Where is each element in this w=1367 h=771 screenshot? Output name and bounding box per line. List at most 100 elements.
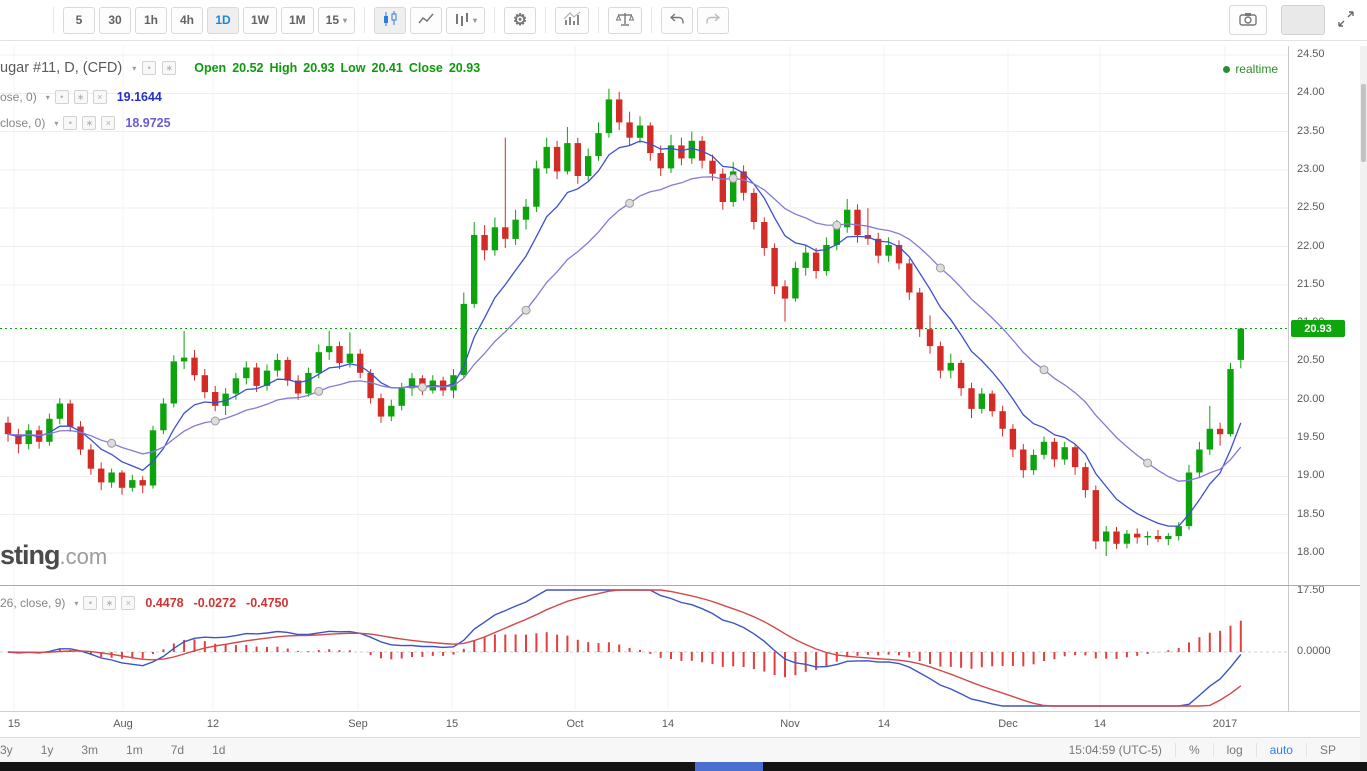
close-icon[interactable]: × bbox=[92, 90, 107, 104]
undo-button[interactable] bbox=[661, 6, 694, 34]
price-chart[interactable]: ugar #11, D, (CFD) ▾ • ∗ Open 20.52 High… bbox=[0, 46, 1288, 585]
interval-select[interactable]: 15 ▾ bbox=[317, 6, 356, 34]
fullscreen-button[interactable] bbox=[1337, 10, 1355, 31]
indicator-label: ose, 0) bbox=[0, 90, 37, 104]
settings-button[interactable]: ⚙ bbox=[504, 6, 537, 34]
settings-icon[interactable]: ∗ bbox=[162, 61, 177, 75]
chevron-down-icon[interactable]: ▾ bbox=[132, 63, 137, 73]
gear-icon: ⚙ bbox=[512, 12, 528, 29]
price-axis-label: 23.50 bbox=[1297, 124, 1325, 137]
time-axis-label: Dec bbox=[998, 718, 1018, 730]
top-toolbar: 5 30 1h 4h 1D 1W 1M 15 ▾ ▾ ⚙ bbox=[0, 0, 1367, 41]
chevron-down-icon[interactable]: ▾ bbox=[74, 598, 79, 608]
auto-scale-toggle[interactable]: auto bbox=[1255, 743, 1306, 757]
indicators-button[interactable] bbox=[555, 6, 590, 34]
range-3y-link[interactable]: 3y bbox=[0, 743, 13, 757]
indicators-icon bbox=[563, 11, 581, 30]
price-axis[interactable]: 24.5024.0023.5023.0022.5022.0021.5021.00… bbox=[1288, 46, 1360, 711]
interval-value: 15 bbox=[325, 13, 340, 27]
toolbar-separator bbox=[545, 7, 547, 33]
open-value: 20.52 bbox=[232, 61, 264, 75]
time-axis[interactable]: 15 Aug 12 Sep 15 Oct 14 Nov 14 Dec 14 2017 bbox=[0, 711, 1360, 737]
indicator-value: 18.9725 bbox=[125, 116, 171, 130]
price-axis-label: 22.50 bbox=[1297, 201, 1325, 214]
close-icon[interactable]: × bbox=[101, 116, 116, 130]
low-label: Low bbox=[340, 61, 366, 75]
indicator-label: close, 0) bbox=[0, 116, 46, 130]
macd-panel[interactable]: 26, close, 9) ▾ • ∗ × 0.4478 -0.0272 -0.… bbox=[0, 586, 1288, 710]
panel-divider bbox=[0, 585, 1360, 586]
range-1d-link[interactable]: 1d bbox=[212, 743, 226, 757]
price-chart-canvas[interactable] bbox=[0, 46, 1288, 585]
timeframe-buttons: 5 30 1h 4h 1D 1W 1M bbox=[61, 6, 316, 34]
time-axis-label: 14 bbox=[877, 718, 891, 730]
eye-icon[interactable]: • bbox=[54, 90, 69, 104]
timeframe-30-button[interactable]: 30 bbox=[99, 6, 131, 34]
range-7d-link[interactable]: 7d bbox=[170, 743, 185, 757]
vertical-scrollbar[interactable] bbox=[1360, 46, 1367, 762]
chart-style-dropdown-button[interactable]: ▾ bbox=[446, 6, 486, 34]
bottom-edge-strip bbox=[0, 762, 1367, 771]
time-axis-label: Sep bbox=[348, 718, 368, 730]
scales-icon bbox=[615, 11, 635, 30]
range-1m-link[interactable]: 1m bbox=[126, 743, 143, 757]
time-axis-label: 2017 bbox=[1212, 718, 1238, 730]
line-chart-icon bbox=[418, 11, 434, 30]
camera-icon bbox=[1239, 12, 1257, 29]
timeframe-1D-button[interactable]: 1D bbox=[207, 6, 239, 34]
time-axis-label: 15 bbox=[7, 718, 21, 730]
settings-icon[interactable]: ∗ bbox=[82, 116, 97, 130]
scrollbar-thumb[interactable] bbox=[1361, 84, 1366, 162]
toolbar-separator bbox=[53, 7, 54, 33]
time-axis-label: Aug bbox=[113, 718, 133, 730]
high-value: 20.93 bbox=[303, 61, 335, 75]
chevron-down-icon: ▾ bbox=[473, 15, 478, 25]
price-axis-label: 19.00 bbox=[1297, 469, 1325, 482]
redo-button[interactable] bbox=[697, 6, 730, 34]
timeframe-4h-button[interactable]: 4h bbox=[171, 6, 203, 34]
range-links: 3y 1y 3m 1m 7d 1d bbox=[0, 743, 225, 757]
eye-icon[interactable]: • bbox=[83, 596, 98, 610]
close-icon[interactable]: × bbox=[121, 596, 136, 610]
bottom-bar: 3y 1y 3m 1m 7d 1d 15:04:59 (UTC-5) % log auto… bbox=[0, 737, 1367, 762]
sp-link[interactable]: SP bbox=[1305, 743, 1349, 757]
price-axis-label: 24.50 bbox=[1297, 48, 1325, 60]
chevron-down-icon[interactable]: ▾ bbox=[54, 118, 59, 128]
macd-hist-value: -0.4750 bbox=[246, 596, 289, 610]
timeframe-1h-button[interactable]: 1h bbox=[135, 6, 167, 34]
bottom-bar-right: 15:04:59 (UTC-5) % log auto SP bbox=[1056, 743, 1349, 757]
macd-legend: 26, close, 9) ▾ • ∗ × 0.4478 -0.0272 -0.… bbox=[0, 596, 288, 610]
settings-icon[interactable]: ∗ bbox=[73, 90, 88, 104]
eye-icon[interactable]: • bbox=[63, 116, 78, 130]
time-axis-label: Oct bbox=[566, 718, 584, 730]
settings-icon[interactable]: ∗ bbox=[102, 596, 117, 610]
last-price-tag: 20.93 bbox=[1291, 320, 1345, 337]
chart-style-candles-button[interactable] bbox=[374, 6, 407, 34]
timeframe-5-button[interactable]: 5 bbox=[63, 6, 95, 34]
macd-zero-label: 0.0000 bbox=[1297, 645, 1331, 657]
price-axis-label: 17.50 bbox=[1297, 584, 1325, 597]
range-3m-link[interactable]: 3m bbox=[81, 743, 99, 757]
timeframe-1M-button[interactable]: 1M bbox=[281, 6, 314, 34]
price-axis-label: 19.50 bbox=[1297, 431, 1325, 443]
symbol-title: ugar #11, D, (CFD) bbox=[0, 60, 123, 76]
screenshot-button[interactable] bbox=[1229, 5, 1267, 35]
eye-icon[interactable]: • bbox=[142, 61, 157, 75]
log-scale-toggle[interactable]: log bbox=[1212, 743, 1256, 757]
price-axis-label: 24.00 bbox=[1297, 86, 1325, 99]
layout-button[interactable] bbox=[1281, 5, 1325, 35]
chevron-down-icon[interactable]: ▾ bbox=[45, 92, 50, 102]
price-axis-label: 21.50 bbox=[1297, 277, 1325, 290]
compare-button[interactable] bbox=[608, 6, 643, 34]
bar-chart-icon bbox=[454, 11, 469, 30]
price-axis-label: 18.00 bbox=[1297, 545, 1325, 558]
indicator-legend-2: close, 0) ▾ • ∗ × 18.9725 bbox=[0, 116, 171, 130]
macd-signal-value: -0.0272 bbox=[193, 596, 237, 610]
toolbar-separator bbox=[598, 7, 600, 33]
macd-canvas[interactable] bbox=[0, 586, 1288, 710]
chart-style-line-button[interactable] bbox=[410, 6, 443, 34]
percent-scale-toggle[interactable]: % bbox=[1174, 743, 1213, 757]
clock[interactable]: 15:04:59 (UTC-5) bbox=[1068, 743, 1162, 757]
range-1y-link[interactable]: 1y bbox=[40, 743, 54, 757]
timeframe-1W-button[interactable]: 1W bbox=[243, 6, 277, 34]
